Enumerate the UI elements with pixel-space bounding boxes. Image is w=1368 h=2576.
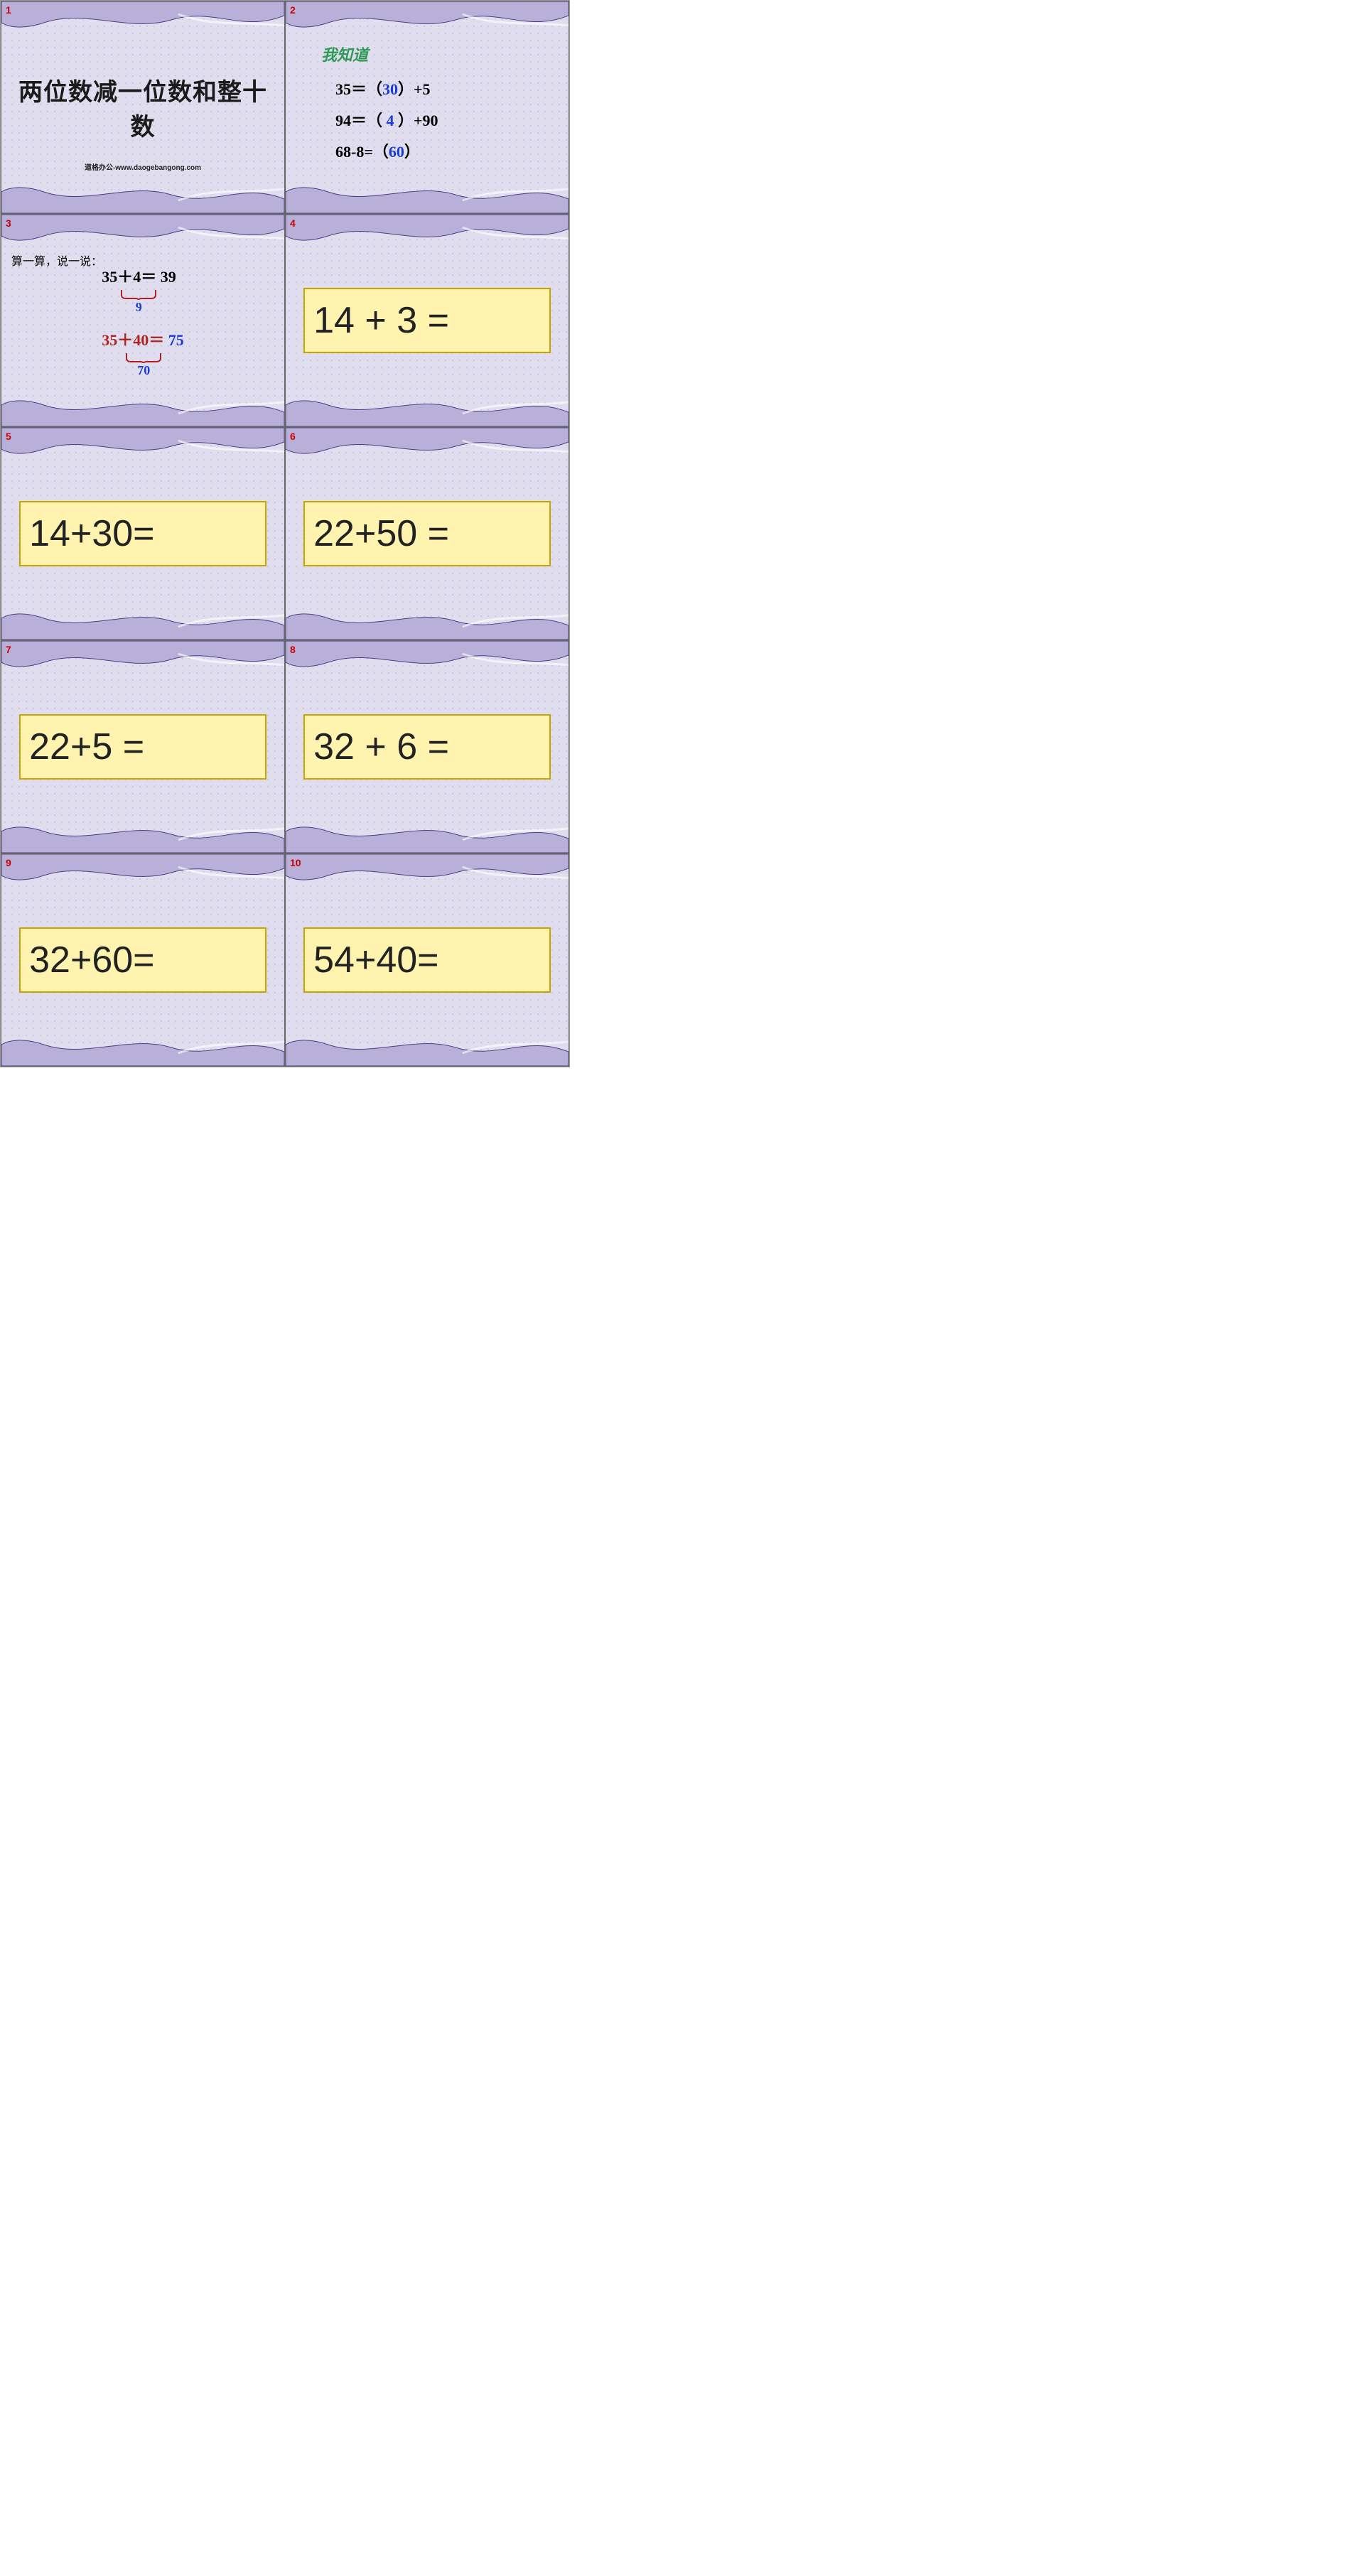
slide-number: 7 [6,644,11,655]
wave-decoration-top [1,1,284,36]
slide-number: 9 [6,857,11,868]
slide-number: 5 [6,431,11,442]
eq2-rhs: 75 [164,331,184,349]
slide-content: 我知道35＝（30）+594＝（ 4 ）+9068-8=（60） [286,36,569,179]
slide-6: 6 22+50 = [285,427,569,640]
equation-1: 35＋4＝ 39 [102,264,184,287]
instruction-text: 算一算，说一说： [11,252,102,269]
bracket-value: 70 [137,363,150,378]
slide-number: 3 [6,217,11,229]
section-heading: 我知道 [293,43,561,65]
main-title: 两位数减一位数和整十数 [9,72,277,142]
eq2-lhs: 35＋40＝ [102,331,164,349]
slide-1: 1 两位数减一位数和整十数道格办公-www.daogebangong.com [1,1,285,214]
slide-number: 4 [290,217,296,229]
slide-content: 14 + 3 = [286,249,569,392]
equation-box: 14+30= [19,501,266,566]
wave-decoration-top [286,641,569,675]
wave-decoration-bottom [286,819,569,853]
equation-line: 35＝（30）+5 [335,74,561,105]
slide-8: 8 32 + 6 = [285,640,569,853]
slide-content: 54+40= [286,888,569,1032]
wave-decoration-top [1,428,284,462]
wave-decoration-top [1,641,284,675]
slide-content: 14+30= [1,462,284,605]
eq-answer: 30 [382,80,398,98]
wave-decoration-bottom [1,392,284,426]
slide-number: 2 [290,4,296,16]
wave-decoration-top [286,215,569,249]
bracket-value: 9 [136,300,142,315]
eq-suffix: ）+90 [394,112,438,129]
slide-grid: 1 两位数减一位数和整十数道格办公-www.daogebangong.com 2 我知… [0,0,570,1067]
footer-link-text: 道格办公-www.daogebangong.com [1,161,284,172]
equation-line: 68-8=（60） [335,136,561,168]
wave-decoration-bottom [286,392,569,426]
eq-answer: 4 [387,112,394,129]
slide-9: 9 32+60= [1,853,285,1067]
wave-decoration-top [286,854,569,888]
slide-content: 35＋4＝ 39 9 35＋40＝ 75 70 [1,249,284,392]
slide-content: 22+50 = [286,462,569,605]
eq-answer: 60 [389,143,404,161]
eq1-rhs: 39 [156,268,176,286]
slide-7: 7 22+5 = [1,640,285,853]
slide-number: 10 [290,857,301,868]
wave-decoration-bottom [1,179,284,213]
wave-decoration-bottom [286,179,569,213]
wave-decoration-bottom [1,605,284,640]
eq-prefix: 35＝（ [335,80,382,98]
wave-decoration-bottom [286,605,569,640]
equation-box: 14 + 3 = [303,288,551,353]
slide-content: 两位数减一位数和整十数 [1,36,284,179]
wave-decoration-bottom [286,1032,569,1066]
slide-number: 6 [290,431,296,442]
slide-number: 1 [6,4,11,16]
slide-3: 3 35＋4＝ 39 9 35＋40＝ 75 70 算一算，说一说： [1,214,285,427]
wave-decoration-bottom [1,1032,284,1066]
bracket-annotation-1: 9 [119,290,158,315]
equation-box: 22+50 = [303,501,551,566]
slide-10: 10 54+40= [285,853,569,1067]
slide-number: 8 [290,644,296,655]
wave-decoration-top [1,215,284,249]
equation-line: 94＝（ 4 ）+90 [335,105,561,136]
slide-content: 32+60= [1,888,284,1032]
wave-decoration-top [1,854,284,888]
worked-examples: 35＋4＝ 39 9 35＋40＝ 75 70 [102,264,184,391]
slide-4: 4 14 + 3 = [285,214,569,427]
equation-box: 22+5 = [19,714,266,780]
eq1-lhs: 35＋4＝ [102,268,156,286]
eq-prefix: 68-8=（ [335,143,389,161]
slide-2: 2我知道35＝（30）+594＝（ 4 ）+9068-8=（60） [285,1,569,214]
slide-5: 5 14+30= [1,427,285,640]
eq-suffix: ） [404,143,420,161]
slide-content: 32 + 6 = [286,675,569,819]
equation-2: 35＋40＝ 75 [102,328,184,350]
equation-lines: 35＝（30）+594＝（ 4 ）+9068-8=（60） [293,74,561,168]
equation-box: 32+60= [19,927,266,993]
bracket-annotation-2: 70 [119,353,168,378]
equation-box: 54+40= [303,927,551,993]
slide-content: 22+5 = [1,675,284,819]
eq-suffix: ）+5 [398,80,431,98]
equation-box: 32 + 6 = [303,714,551,780]
eq-prefix: 94＝（ [335,112,387,129]
wave-decoration-bottom [1,819,284,853]
wave-decoration-top [286,1,569,36]
wave-decoration-top [286,428,569,462]
